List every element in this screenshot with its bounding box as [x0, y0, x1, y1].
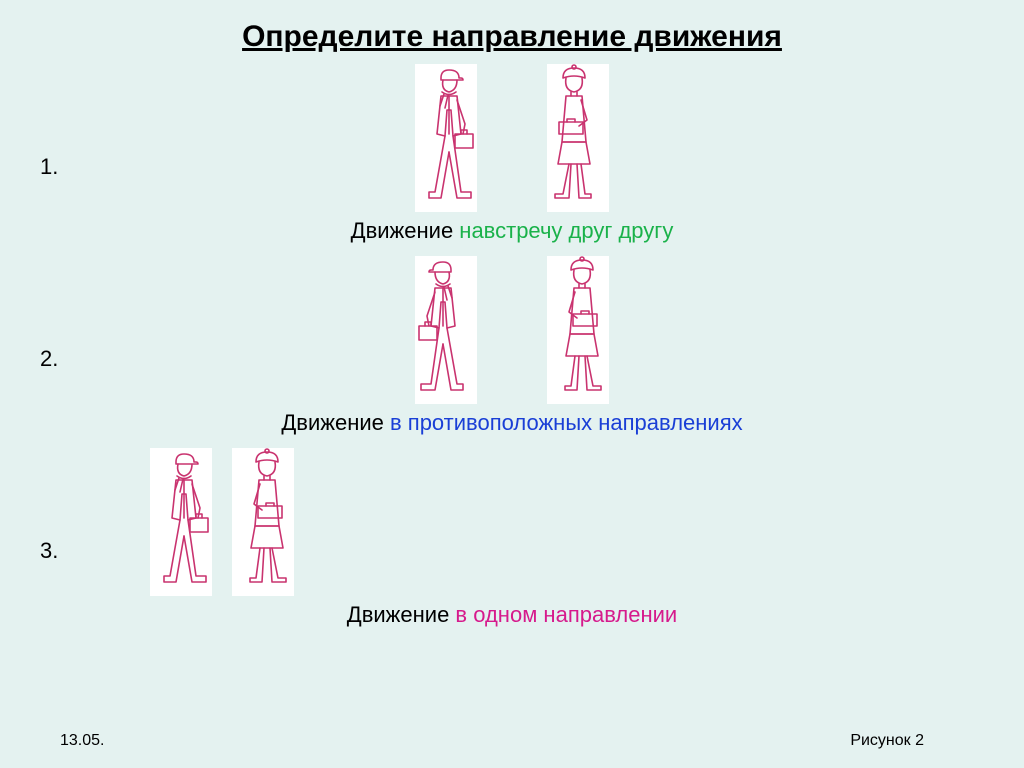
slide: Определите направление движения 1.	[0, 0, 1024, 768]
slide-title: Определите направление движения	[80, 20, 944, 54]
caption: Движение в одном направлении	[80, 602, 944, 628]
caption-phrase: в противоположных направлениях	[390, 410, 743, 435]
section-number: 2.	[40, 346, 58, 372]
caption-phrase: навстречу друг другу	[459, 218, 673, 243]
figures-row	[150, 448, 944, 596]
section-1: 1.	[80, 64, 944, 244]
section-number: 1.	[40, 154, 58, 180]
caption-prefix: Движение	[351, 218, 460, 243]
figures-row	[80, 256, 944, 404]
figure-woman	[232, 448, 294, 596]
figure-man	[415, 64, 477, 212]
figure-woman	[547, 64, 609, 212]
figure-reference: Рисунок 2	[850, 732, 924, 750]
caption-phrase: в одном направлении	[455, 602, 677, 627]
section-3: 3.	[80, 448, 944, 628]
figure-man	[415, 256, 477, 404]
caption: Движение навстречу друг другу	[80, 218, 944, 244]
caption-prefix: Движение	[347, 602, 456, 627]
caption: Движение в противоположных направлениях	[80, 410, 944, 436]
figure-woman	[547, 256, 609, 404]
figures-row	[80, 64, 944, 212]
section-2: 2.	[80, 256, 944, 436]
figure-man	[150, 448, 212, 596]
caption-prefix: Движение	[281, 410, 390, 435]
section-number: 3.	[40, 538, 58, 564]
date-text: 13.05.	[60, 732, 104, 750]
